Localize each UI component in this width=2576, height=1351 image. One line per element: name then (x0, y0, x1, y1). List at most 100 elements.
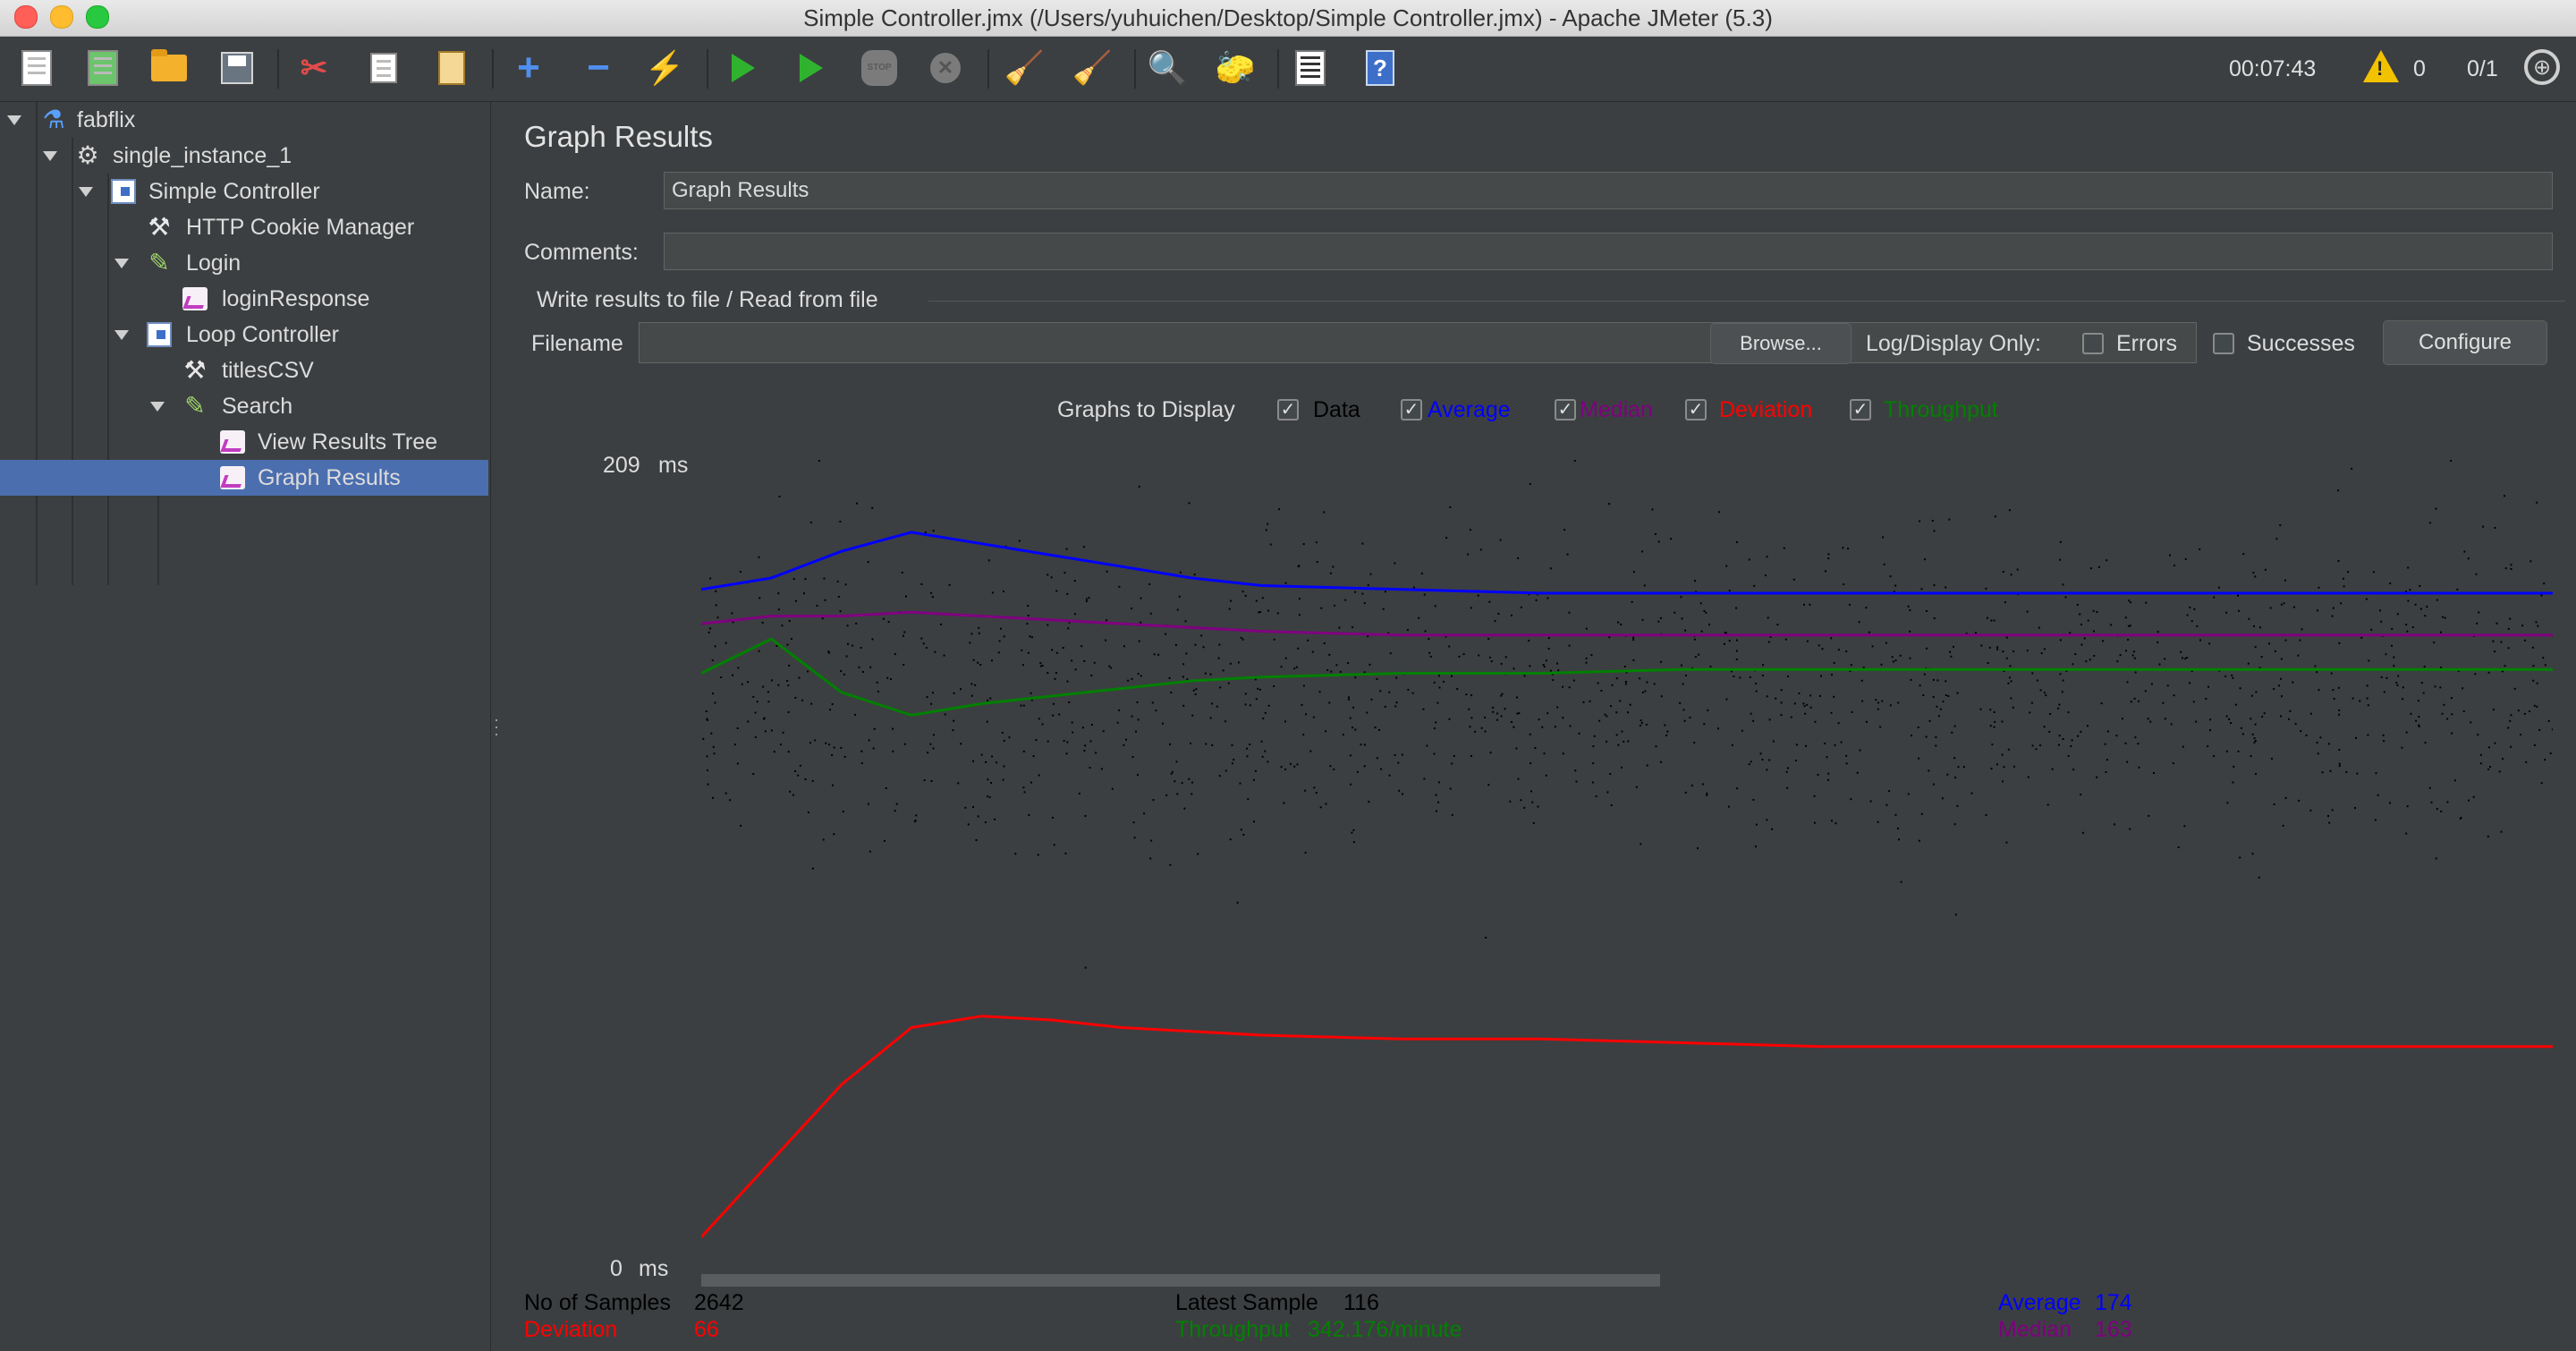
data-point (1767, 616, 1769, 619)
data-point (1935, 744, 1937, 747)
data-point (1946, 773, 1949, 776)
median-checkbox[interactable]: ✓ (1555, 399, 1576, 421)
throughput-checkbox[interactable]: ✓ (1850, 399, 1871, 421)
deviation-checkbox[interactable]: ✓ (1685, 399, 1707, 421)
cut-button[interactable]: ✂ (292, 46, 336, 90)
data-point (1218, 643, 1221, 646)
save-button[interactable] (215, 46, 259, 90)
data-point (1437, 781, 1440, 784)
tree-item-view-results-tree[interactable]: View Results Tree (0, 424, 488, 460)
filename-field[interactable] (639, 322, 2197, 363)
stop-button[interactable]: STOP (857, 46, 902, 90)
chevron-down-icon[interactable] (7, 115, 21, 125)
toggle-button[interactable]: ⚡ (642, 46, 687, 90)
data-point (1244, 703, 1247, 706)
search-button[interactable]: 🔍 (1145, 46, 1190, 90)
data-point (2228, 718, 2231, 720)
help-button[interactable]: ? (1358, 46, 1402, 90)
data-point (837, 596, 840, 598)
splitter-handle[interactable]: · · · (494, 710, 499, 743)
tree-item-login[interactable]: ✎ Login (0, 245, 488, 281)
data-point (1068, 701, 1071, 703)
clear-button[interactable]: 🧹 (1002, 46, 1046, 90)
chart-scroll-track[interactable] (701, 1274, 1660, 1287)
data-point (1941, 797, 1944, 800)
tree-item-simple-controller[interactable]: Simple Controller (0, 174, 488, 209)
start-button[interactable] (721, 46, 766, 90)
shutdown-button[interactable]: ✕ (923, 46, 968, 90)
tree-item-login-response[interactable]: loginResponse (0, 281, 488, 317)
expand-all-button[interactable]: + (506, 46, 551, 90)
comments-field[interactable] (664, 233, 2553, 270)
data-point (1479, 548, 1482, 551)
copy-button[interactable] (361, 46, 406, 90)
data-point (1925, 735, 1928, 738)
start-no-pauses-button[interactable] (789, 46, 834, 90)
browse-button[interactable]: Browse... (1710, 323, 1852, 364)
data-point (840, 746, 843, 749)
data-point (890, 678, 892, 681)
function-helper-button[interactable] (1288, 46, 1333, 90)
data-point (1922, 694, 1925, 696)
window-minimize-button[interactable] (50, 5, 73, 29)
tree-item-http-cookie-manager[interactable]: ⚒ HTTP Cookie Manager (0, 209, 488, 245)
data-point (729, 799, 732, 802)
data-point (1827, 778, 1830, 781)
tree-item-fabflix[interactable]: ⚗ fabflix (0, 102, 488, 138)
data-point (1657, 620, 1660, 623)
data-point (1352, 841, 1355, 844)
collapse-all-button[interactable]: − (576, 46, 621, 90)
data-point (1018, 540, 1021, 542)
data-point (2164, 718, 2166, 720)
data-point (2182, 745, 2184, 748)
data-point (2085, 660, 2088, 663)
average-checkbox[interactable]: ✓ (1401, 399, 1422, 421)
paste-button[interactable] (429, 46, 474, 90)
chevron-down-icon[interactable] (43, 151, 57, 161)
errors-checkbox[interactable] (2082, 333, 2104, 354)
data-point (847, 642, 849, 645)
data-point (2250, 755, 2252, 758)
window-close-button[interactable] (14, 5, 38, 29)
data-point (1632, 659, 1635, 661)
new-button[interactable] (14, 46, 59, 90)
data-point (2057, 743, 2060, 746)
tree-item-graph-results[interactable]: Graph Results (0, 460, 488, 496)
successes-checkbox[interactable] (2213, 333, 2234, 354)
chevron-down-icon[interactable] (150, 402, 165, 412)
open-button[interactable] (147, 46, 191, 90)
data-point (1374, 726, 1377, 729)
tree-item-loop-controller[interactable]: Loop Controller (0, 317, 488, 353)
data-point (799, 764, 801, 767)
data-checkbox[interactable]: ✓ (1277, 399, 1299, 421)
data-point (1920, 812, 1923, 815)
chevron-down-icon[interactable] (79, 187, 93, 197)
average-stat-value: 174 (2095, 1290, 2132, 1315)
data-point (702, 737, 705, 740)
data-point (1032, 755, 1035, 758)
data-point (1717, 727, 1719, 730)
warning-icon[interactable]: ! (2363, 50, 2399, 82)
name-field[interactable]: Graph Results (664, 172, 2553, 209)
data-point (811, 779, 814, 782)
data-point (2420, 682, 2423, 684)
tree-item-titles-csv[interactable]: ⚒ titlesCSV (0, 353, 488, 388)
tree-item-search[interactable]: ✎ Search (0, 388, 488, 424)
tree-item-single-instance-1[interactable]: ⚙ single_instance_1 (0, 138, 488, 174)
data-point (2218, 586, 2220, 589)
data-point (795, 599, 797, 602)
remote-status-icon[interactable]: ⊕ (2524, 49, 2560, 85)
chevron-down-icon[interactable] (114, 330, 129, 340)
reset-search-button[interactable]: 🧽 (1213, 46, 1258, 90)
data-point (836, 580, 839, 582)
templates-button[interactable] (80, 46, 125, 90)
data-point (1554, 726, 1556, 728)
chevron-down-icon[interactable] (114, 259, 129, 268)
data-point (2385, 653, 2387, 656)
configure-button[interactable]: Configure (2383, 320, 2547, 365)
data-point (1546, 597, 1549, 599)
window-zoom-button[interactable] (86, 5, 109, 29)
data-point (1585, 627, 1588, 630)
data-point (2133, 657, 2136, 659)
clear-all-button[interactable]: 🧹 (1070, 46, 1114, 90)
